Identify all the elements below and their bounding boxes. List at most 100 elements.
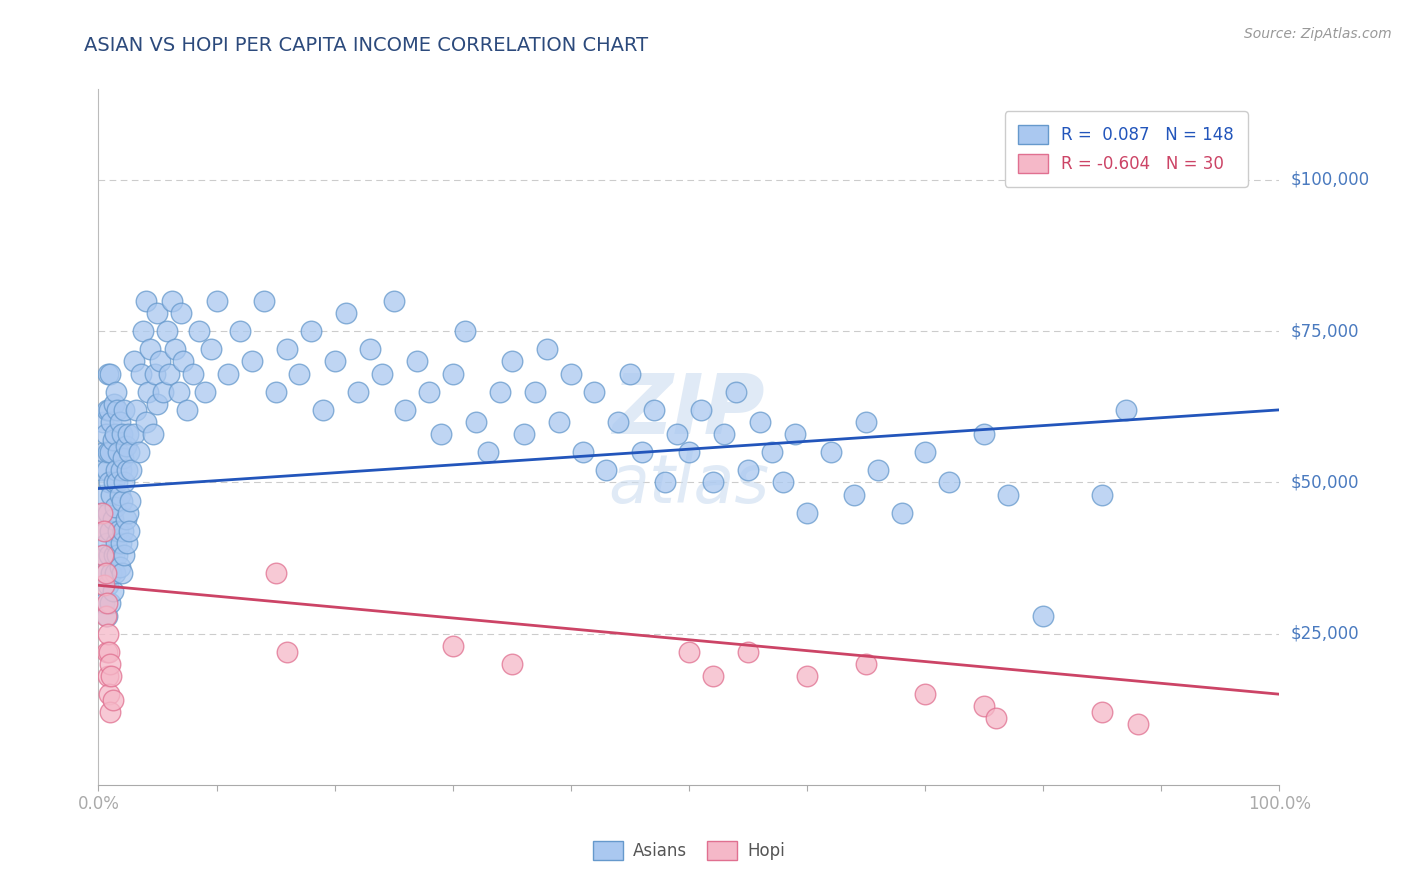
Point bbox=[104, 427, 127, 442]
Point bbox=[122, 427, 145, 442]
Point bbox=[93, 578, 115, 592]
Point bbox=[101, 693, 124, 707]
Text: ZIP: ZIP bbox=[613, 370, 765, 451]
Point bbox=[143, 367, 166, 381]
Point bbox=[110, 463, 132, 477]
Point bbox=[382, 293, 405, 308]
Text: $75,000: $75,000 bbox=[1291, 322, 1360, 340]
Point bbox=[101, 584, 124, 599]
Point bbox=[844, 487, 866, 501]
Point bbox=[973, 427, 995, 442]
Point bbox=[855, 657, 877, 671]
Point bbox=[524, 384, 547, 399]
Point bbox=[172, 354, 194, 368]
Point bbox=[98, 367, 121, 381]
Point bbox=[91, 548, 114, 562]
Point bbox=[97, 367, 120, 381]
Point bbox=[111, 566, 134, 581]
Point bbox=[98, 524, 121, 538]
Point bbox=[129, 367, 152, 381]
Point bbox=[100, 487, 122, 501]
Point bbox=[371, 367, 394, 381]
Legend: Asians, Hopi: Asians, Hopi bbox=[586, 835, 792, 867]
Point bbox=[914, 445, 936, 459]
Point bbox=[93, 597, 115, 611]
Point bbox=[105, 463, 128, 477]
Point bbox=[501, 657, 523, 671]
Point bbox=[98, 597, 121, 611]
Point bbox=[125, 402, 148, 417]
Point bbox=[630, 445, 652, 459]
Point bbox=[477, 445, 499, 459]
Point bbox=[176, 402, 198, 417]
Point bbox=[100, 415, 122, 429]
Point bbox=[91, 506, 114, 520]
Point bbox=[702, 669, 724, 683]
Point bbox=[156, 324, 179, 338]
Point bbox=[595, 463, 617, 477]
Point bbox=[117, 427, 139, 442]
Point bbox=[111, 427, 134, 442]
Point bbox=[90, 463, 112, 477]
Point bbox=[465, 415, 488, 429]
Point bbox=[112, 402, 135, 417]
Point bbox=[97, 626, 120, 640]
Point bbox=[118, 445, 141, 459]
Point bbox=[100, 566, 122, 581]
Point bbox=[194, 384, 217, 399]
Point bbox=[796, 506, 818, 520]
Point bbox=[94, 524, 117, 538]
Point bbox=[713, 427, 735, 442]
Point bbox=[146, 397, 169, 411]
Point bbox=[103, 475, 125, 490]
Point bbox=[866, 463, 889, 477]
Point bbox=[1032, 608, 1054, 623]
Point bbox=[312, 402, 335, 417]
Point bbox=[607, 415, 630, 429]
Point bbox=[187, 324, 209, 338]
Point bbox=[1115, 402, 1137, 417]
Point bbox=[112, 524, 135, 538]
Point bbox=[890, 506, 912, 520]
Point bbox=[536, 343, 558, 357]
Point bbox=[666, 427, 689, 442]
Point bbox=[105, 548, 128, 562]
Point bbox=[96, 402, 118, 417]
Point bbox=[98, 445, 121, 459]
Point bbox=[689, 402, 711, 417]
Text: Source: ZipAtlas.com: Source: ZipAtlas.com bbox=[1244, 27, 1392, 41]
Point bbox=[100, 669, 122, 683]
Point bbox=[97, 506, 120, 520]
Text: $25,000: $25,000 bbox=[1291, 624, 1360, 643]
Point bbox=[97, 578, 120, 592]
Point bbox=[94, 427, 117, 442]
Point bbox=[97, 669, 120, 683]
Point bbox=[264, 384, 287, 399]
Point bbox=[98, 706, 121, 720]
Point bbox=[110, 536, 132, 550]
Point bbox=[91, 415, 114, 429]
Point bbox=[855, 415, 877, 429]
Point bbox=[394, 402, 416, 417]
Point bbox=[619, 367, 641, 381]
Point bbox=[643, 402, 665, 417]
Point bbox=[205, 293, 228, 308]
Point bbox=[94, 566, 117, 581]
Point bbox=[796, 669, 818, 683]
Point bbox=[761, 445, 783, 459]
Point bbox=[115, 463, 138, 477]
Point bbox=[938, 475, 960, 490]
Point bbox=[560, 367, 582, 381]
Point bbox=[93, 487, 115, 501]
Point bbox=[98, 687, 121, 701]
Point bbox=[107, 445, 129, 459]
Point bbox=[571, 445, 593, 459]
Point bbox=[1091, 487, 1114, 501]
Point bbox=[135, 415, 157, 429]
Point bbox=[678, 445, 700, 459]
Point bbox=[229, 324, 252, 338]
Point bbox=[117, 506, 139, 520]
Point bbox=[217, 367, 239, 381]
Point bbox=[678, 645, 700, 659]
Point bbox=[107, 524, 129, 538]
